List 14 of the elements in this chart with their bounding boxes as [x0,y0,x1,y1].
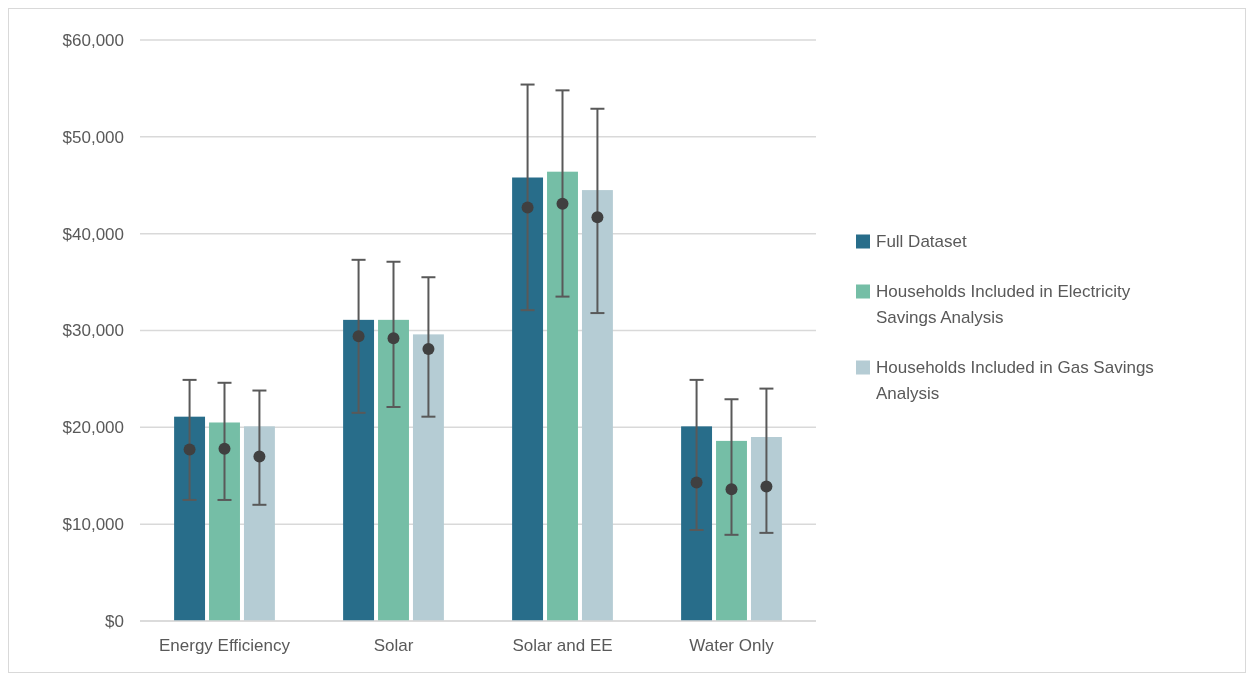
y-tick-label: $0 [105,611,124,631]
x-tick-label: Water Only [689,636,775,655]
y-tick-label: $30,000 [62,321,124,341]
y-tick-label: $10,000 [62,515,124,535]
legend-label: Households Included in Electricity Savings Analysis [876,282,1131,328]
legend-label: Full Dataset [876,232,967,252]
x-tick-label: Solar [373,636,414,655]
legend-label: Households Included in Gas Savings Analysis [876,358,1154,404]
y-tick-label: $20,000 [62,418,124,438]
y-tick-label: $60,000 [62,30,124,50]
y-tick-label: $40,000 [62,224,124,244]
x-tick-label: Energy Efficiency [158,636,291,655]
y-tick-label: $50,000 [62,127,124,147]
x-tick-label: Solar and EE [512,636,613,655]
